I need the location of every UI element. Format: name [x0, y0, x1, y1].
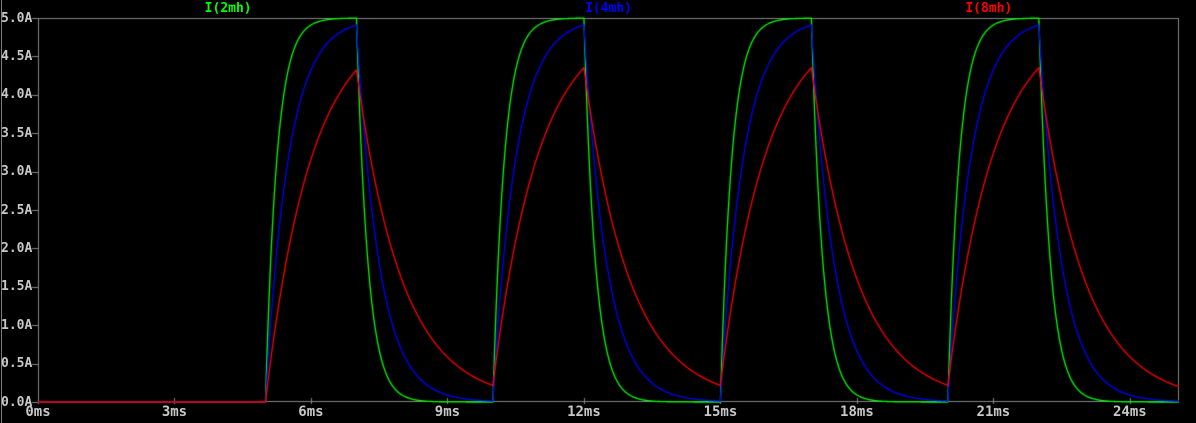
y-axis-tick-label: 3.5A [1, 125, 33, 141]
y-axis-tick-label: 3.0A [1, 164, 33, 180]
y-axis-tick-label: 2.5A [1, 202, 33, 218]
y-axis-tick-label: 4.5A [1, 48, 33, 64]
x-axis-tick-label: 6ms [298, 404, 324, 420]
x-axis-tick-label: 3ms [161, 404, 188, 420]
y-axis-tick-label: 1.0A [1, 317, 33, 333]
x-axis-tick-label: 9ms [434, 404, 461, 420]
y-axis-tick-label: 2.0A [1, 240, 33, 256]
x-axis-tick-label: 18ms [840, 404, 874, 420]
y-axis-tick-label: 5.0A [1, 10, 33, 26]
x-axis-tick-label: 0ms [25, 404, 51, 420]
legend-trace-3[interactable]: I(8mh) [965, 1, 1013, 16]
y-axis-tick-label: 0.5A [1, 356, 33, 372]
x-axis-tick-label: 21ms [976, 404, 1011, 420]
x-axis-tick-label: 24ms [1113, 404, 1147, 420]
y-axis-tick-label: 4.0A [1, 87, 33, 103]
legend-trace-2[interactable]: I(4mh) [585, 1, 632, 16]
x-axis-tick-label: 12ms [567, 404, 601, 420]
x-axis-tick-label: 15ms [703, 404, 738, 420]
legend-trace-1[interactable]: I(2mh) [204, 1, 252, 16]
y-axis-tick-label: 1.5A [1, 279, 33, 295]
y-axis-tick-label: 0.0A [1, 394, 33, 410]
